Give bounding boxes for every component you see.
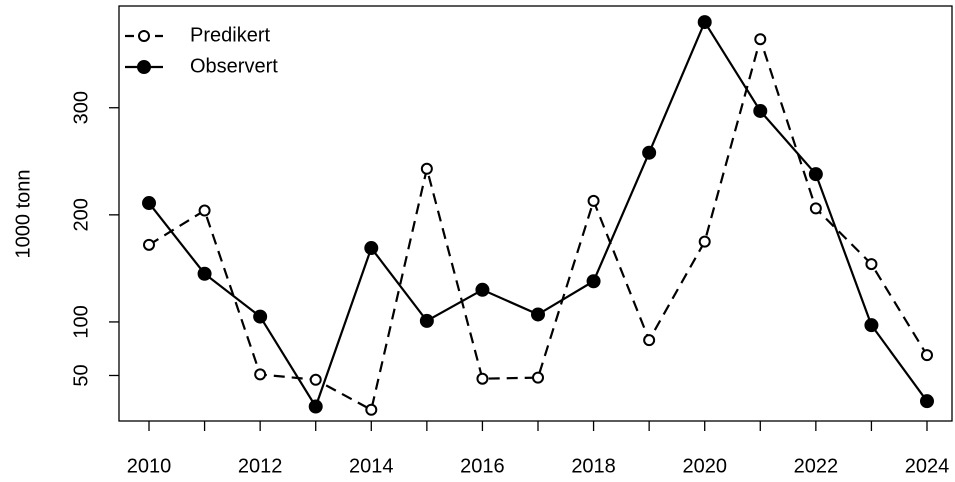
- x-tick-label: 2022: [794, 455, 839, 477]
- series-line: [148, 35, 928, 412]
- point: [698, 235, 711, 248]
- y-tick-label: 300: [70, 91, 92, 124]
- point: [198, 204, 211, 217]
- point: [754, 33, 767, 46]
- point: [643, 334, 656, 347]
- point: [920, 349, 933, 362]
- point: [143, 238, 156, 251]
- point: [697, 15, 712, 30]
- point: [809, 202, 822, 215]
- point: [476, 372, 489, 385]
- series-line: [148, 19, 928, 410]
- point: [531, 307, 546, 322]
- point: [642, 145, 657, 160]
- x-tick-label: 2010: [127, 455, 172, 477]
- x-tick-label: 2024: [905, 455, 950, 477]
- y-tick-label: 100: [70, 305, 92, 338]
- x-tick-label: 2020: [682, 455, 727, 477]
- point: [586, 274, 601, 289]
- point: [253, 309, 268, 324]
- legend-label: Observert: [190, 55, 278, 77]
- y-tick-label: 50: [70, 364, 92, 386]
- point: [142, 196, 157, 211]
- point: [309, 373, 322, 386]
- point: [420, 162, 433, 175]
- point: [919, 394, 934, 409]
- x-tick-label: 2012: [238, 455, 283, 477]
- plot-frame: [118, 5, 953, 422]
- legend-marker: [138, 30, 150, 42]
- point: [808, 167, 823, 182]
- point: [308, 399, 323, 414]
- point: [419, 313, 434, 328]
- point: [364, 241, 379, 256]
- legend-label: Predikert: [190, 24, 270, 46]
- point: [475, 282, 490, 297]
- point: [197, 266, 212, 281]
- legend-marker: [137, 60, 151, 74]
- y-axis-label: 1000 tonn: [12, 170, 34, 259]
- x-tick-label: 2018: [571, 455, 616, 477]
- point: [753, 103, 768, 118]
- point: [865, 258, 878, 271]
- point: [864, 318, 879, 333]
- point: [254, 368, 267, 381]
- y-tick-label: 200: [70, 198, 92, 231]
- point: [365, 403, 378, 416]
- x-tick-label: 2014: [349, 455, 394, 477]
- x-tick-label: 2016: [460, 455, 505, 477]
- point: [587, 194, 600, 207]
- point: [532, 371, 545, 384]
